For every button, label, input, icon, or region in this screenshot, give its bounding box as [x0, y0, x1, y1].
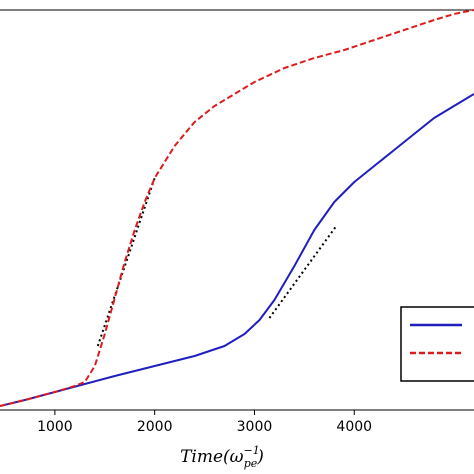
reference-line-2 [268, 225, 338, 319]
reference-lines [96, 177, 338, 347]
reference-line-1 [96, 177, 156, 347]
legend [400, 306, 474, 382]
x-tick-label: 4000 [336, 419, 372, 435]
plot-frame [0, 9, 474, 411]
x-tick-label: 3000 [237, 419, 273, 435]
x-tick-label: 2000 [137, 419, 173, 435]
x-axis-label: Time(ω−1 pe) [180, 444, 264, 470]
series-line-2 [0, 9, 474, 407]
x-tick-label: 1000 [37, 419, 73, 435]
x-ticks: 1000 2000 3000 4000 [37, 410, 372, 435]
legend-box [400, 306, 474, 382]
series-line-1 [0, 93, 474, 407]
series-group [0, 9, 474, 407]
